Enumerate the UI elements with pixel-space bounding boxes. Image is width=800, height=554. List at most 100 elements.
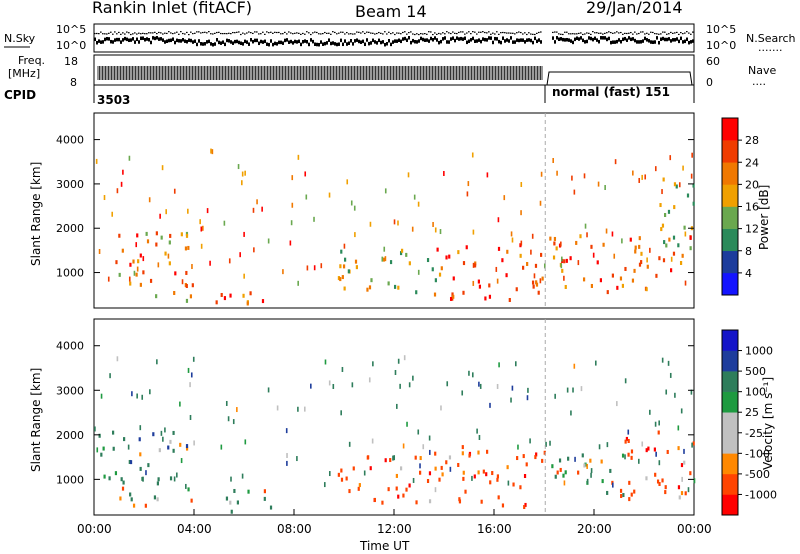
range-cell-sparse [187, 208, 189, 214]
noise-sky-mark [578, 37, 580, 41]
noise-sky-mark [402, 37, 404, 41]
range-cell-sparse [616, 401, 618, 407]
noise-search-dot [310, 33, 312, 36]
noise-sky-mark [442, 37, 444, 41]
noise-search-dot [630, 31, 632, 34]
noise-search-dot [556, 31, 558, 33]
colorbar-tick-label: 25 [745, 406, 759, 419]
noise-search-dot [662, 31, 664, 33]
noise-sky-mark [412, 38, 414, 43]
velocity-colorbar: 1000 500 100 25 -25 -100 -500 -1000 [721, 329, 777, 516]
noise-search-dot [350, 33, 352, 35]
noise-search-dot [114, 31, 116, 33]
range-cell-sparse [161, 165, 164, 171]
noise-search-dot [600, 32, 602, 34]
colorbar-swatch [722, 432, 738, 454]
time-axis-label: Time UT [359, 539, 410, 553]
noise-search-dot [170, 32, 172, 34]
range-cell-sparse [310, 383, 312, 389]
range-cell [103, 474, 106, 479]
range-cell [616, 285, 619, 290]
range-cell-sparse [520, 210, 522, 216]
noise-sky-mark [96, 40, 98, 45]
noise-search-dot [182, 32, 184, 35]
range-cell [554, 474, 557, 479]
range-cell-sparse [328, 380, 331, 386]
noise-sky-mark [688, 40, 690, 45]
noise-search-dot [312, 32, 314, 34]
range-cell [519, 253, 522, 258]
range-cell [522, 454, 525, 459]
range-cell [497, 246, 501, 251]
noise-search-dot [296, 32, 298, 34]
noise-sky-mark [420, 36, 422, 41]
range-cell [157, 477, 160, 482]
noise-search-dot [584, 33, 586, 35]
noise-sky-mark [304, 39, 306, 43]
range-cell-sparse [561, 256, 563, 262]
range-cell [223, 296, 227, 301]
range-cell-sparse [511, 237, 514, 243]
range-cell-sparse [185, 483, 187, 489]
noise-sky-mark [500, 40, 502, 45]
range-cell [185, 283, 188, 288]
range-cell-sparse [103, 195, 106, 201]
colorbar-swatch [722, 162, 738, 185]
range-cell [156, 497, 159, 502]
range-cell [448, 254, 451, 259]
noise-sky-mark [176, 38, 178, 43]
colorbar-tick-label: 4 [745, 267, 752, 280]
range-cell-sparse [397, 220, 399, 226]
noise-search-dot [680, 31, 682, 34]
range-cell [185, 233, 189, 238]
range-cell-sparse [605, 228, 608, 234]
noise-sky-mark [338, 42, 340, 46]
noise-search-dot [384, 31, 386, 33]
range-cell-sparse [614, 159, 617, 165]
colorbar-tick-label: -100 [745, 447, 770, 460]
noise-sky-mark [666, 37, 668, 42]
range-cell-sparse [286, 460, 288, 466]
freq-ytick-top: 18 [64, 55, 78, 68]
range-cell [663, 213, 667, 218]
range-cell [692, 201, 695, 206]
noise-search-dot [266, 31, 268, 33]
range-cell-sparse [289, 240, 292, 246]
range-cell-sparse [520, 240, 523, 246]
noise-search-dot [634, 31, 636, 33]
noise-search-dot [678, 33, 680, 36]
noise-search-dot [404, 31, 406, 33]
range-cell [434, 451, 437, 456]
noise-search-dot [424, 33, 426, 35]
noise-search-dot [128, 32, 130, 34]
noise-sky-mark [652, 40, 654, 45]
range-cell [462, 261, 466, 266]
range-cell [665, 243, 668, 248]
noise-sky-mark [268, 42, 270, 47]
noise-sky-mark [182, 37, 184, 42]
noise-search-dot [486, 32, 488, 34]
noise-search-dot [298, 32, 300, 34]
noise-search-dot [428, 31, 430, 33]
range-cell [448, 455, 452, 460]
range-cell-sparse [571, 175, 573, 181]
range-cell [477, 279, 480, 284]
range-cell-sparse [514, 361, 517, 367]
range-cell [505, 273, 508, 278]
noise-rtick-top: 10^5 [706, 23, 736, 36]
noise-sky-mark [106, 36, 108, 41]
noise-search-dot [664, 31, 666, 33]
noise-sky-mark [160, 37, 162, 41]
range-cell [523, 505, 526, 510]
range-cell [428, 499, 432, 504]
range-cell-sparse [162, 436, 164, 442]
noise-search-dot [336, 33, 338, 35]
noise-sky-mark [202, 42, 204, 46]
noise-search-dot [668, 33, 670, 35]
ytick-label: 2000 [56, 222, 84, 235]
colorbar-tick-label: 1000 [745, 345, 773, 358]
range-cell [506, 249, 509, 254]
range-cell [535, 452, 538, 457]
noise-sky-mark [648, 39, 650, 43]
noise-search-dot [246, 32, 248, 34]
